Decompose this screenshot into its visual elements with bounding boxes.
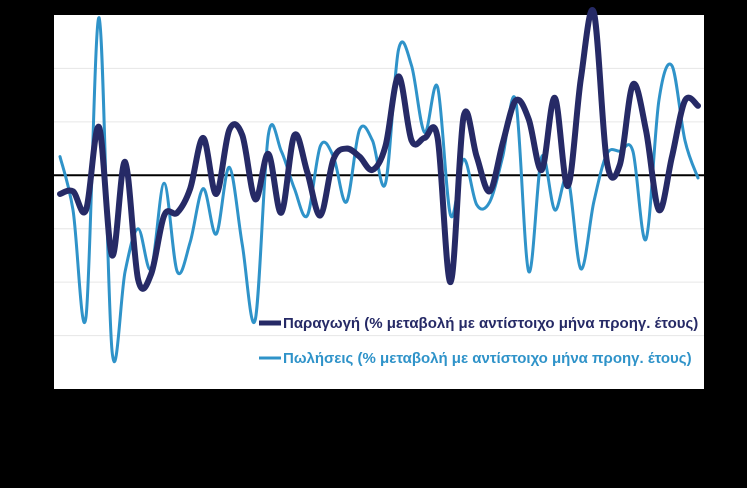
series-line-production: [57, 7, 701, 292]
legend-label-production: Παραγωγή (% μεταβολή με αντίστοιχο μήνα …: [283, 315, 698, 332]
legend: Παραγωγή (% μεταβολή με αντίστοιχο μήνα …: [259, 315, 698, 367]
series-line-sales: [58, 16, 700, 364]
series-layer: [57, 7, 701, 364]
legend-label-sales: Πωλήσεις (% μεταβολή με αντίστοιχο μήνα …: [283, 350, 692, 367]
plot-area: [54, 15, 704, 389]
